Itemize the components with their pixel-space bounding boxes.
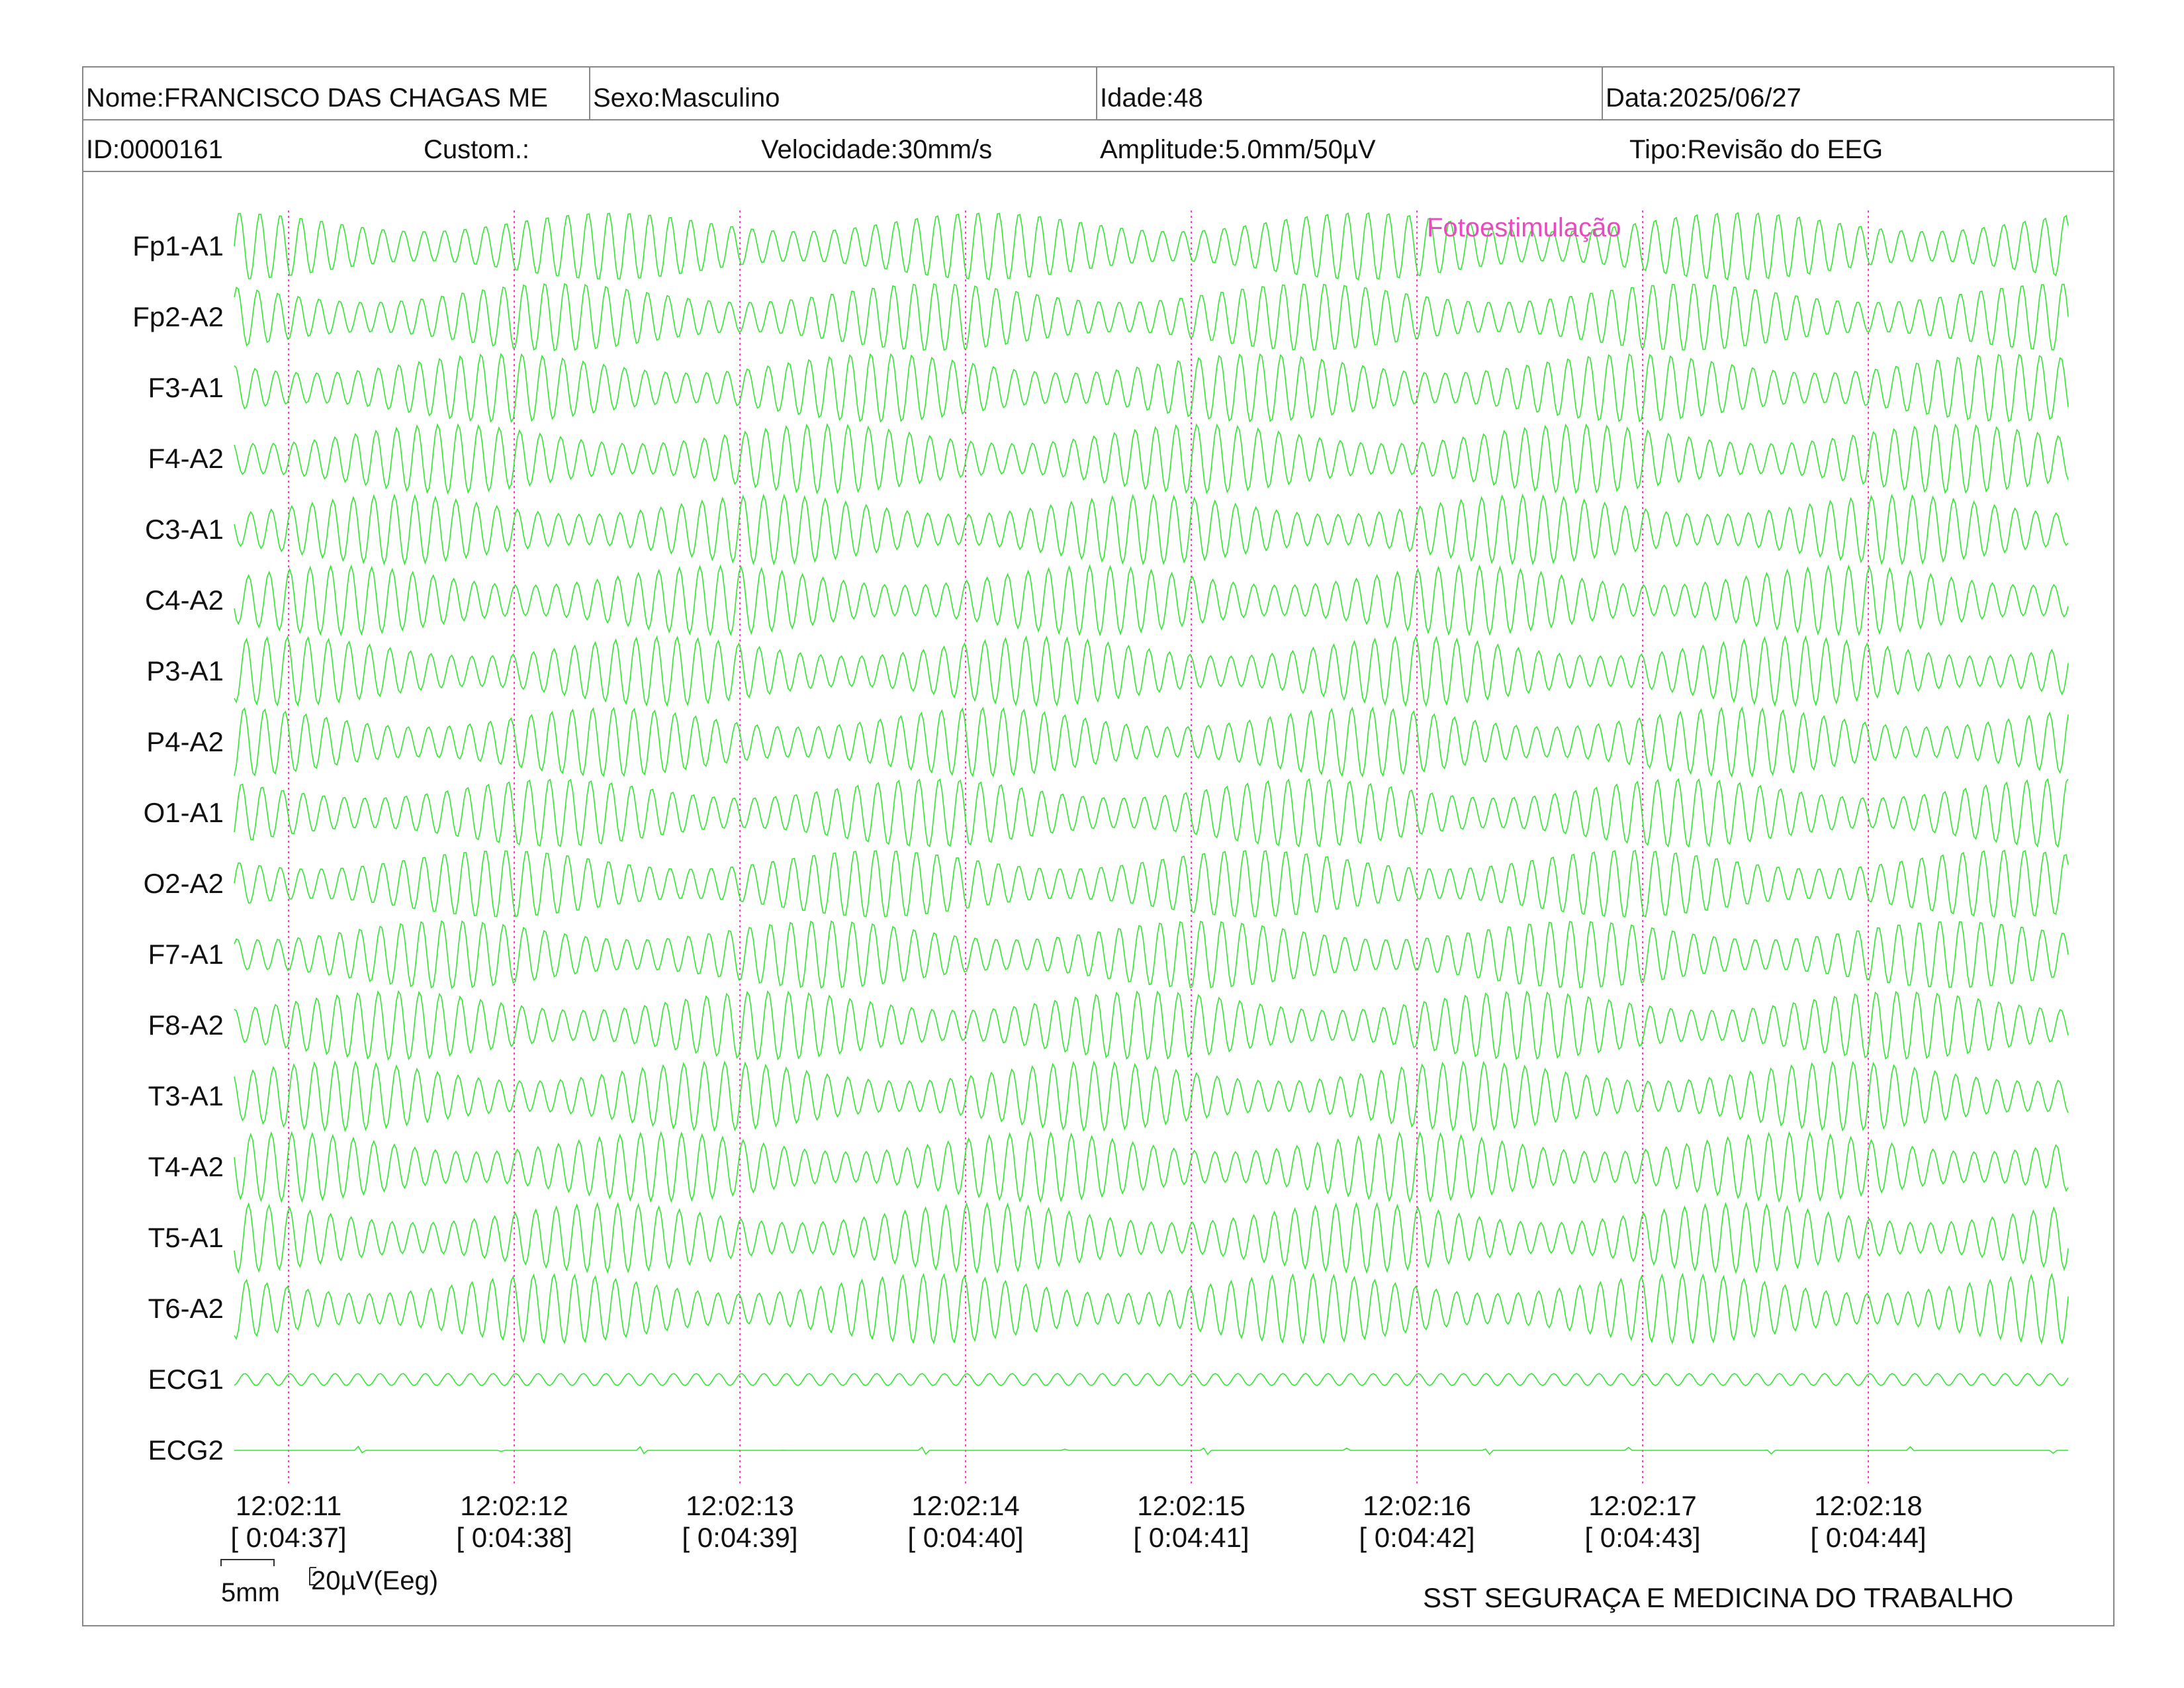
header-divider-2 (82, 171, 2115, 172)
trace-c4-a2 (234, 564, 2069, 637)
amplitude-setting: Amplitude:5.0mm/50µV (1100, 135, 1376, 164)
patient-name: Nome:FRANCISCO DAS CHAGAS ME (86, 83, 548, 113)
time-tick-elapsed: [ 0:04:41] (1133, 1522, 1250, 1553)
trace-ecg1 (234, 1373, 2069, 1386)
scale-length-label: 5mm (221, 1578, 280, 1607)
time-tick-clock: 12:02:11 (235, 1490, 342, 1521)
trace-p3-a1 (234, 635, 2069, 708)
time-tick-clock: 12:02:18 (1814, 1490, 1923, 1521)
channel-label-f7-a1: F7-A1 (148, 939, 224, 970)
channel-label-fp2-a2: Fp2-A2 (132, 301, 224, 332)
trace-f8-a2 (234, 990, 2069, 1061)
scale-amplitude-label: 20µV(Eeg) (311, 1566, 439, 1595)
time-tick-elapsed: [ 0:04:39] (682, 1522, 798, 1553)
time-tick-elapsed: [ 0:04:44] (1810, 1522, 1927, 1553)
channel-label-p4-a2: P4-A2 (146, 726, 224, 757)
time-tick-clock: 12:02:14 (911, 1490, 1020, 1521)
time-tick-elapsed: [ 0:04:38] (456, 1522, 572, 1553)
header-divider-1 (82, 119, 2115, 120)
time-tick-clock: 12:02:13 (686, 1490, 794, 1521)
channel-label-c4-a2: C4-A2 (144, 585, 224, 616)
channel-label-fp1-a1: Fp1-A1 (132, 230, 224, 261)
exam-type: Tipo:Revisão do EEG (1629, 135, 1884, 164)
trace-f7-a1 (234, 920, 2069, 989)
channel-label-f8-a2: F8-A2 (148, 1009, 224, 1041)
header-col-1 (589, 66, 590, 119)
trace-t5-a1 (234, 1201, 2069, 1274)
time-tick-clock: 12:02:15 (1137, 1490, 1246, 1521)
trace-fp2-a2 (234, 283, 2069, 352)
trace-t6-a2 (234, 1272, 2069, 1345)
patient-age: Idade:48 (1100, 83, 1203, 113)
scale-bar-icon (220, 1559, 316, 1585)
exam-date: Data:2025/06/27 (1606, 83, 1801, 113)
time-tick-clock: 12:02:17 (1588, 1490, 1697, 1521)
trace-f3-a1 (234, 352, 2069, 423)
trace-f4-a2 (234, 423, 2069, 495)
time-tick-elapsed: [ 0:04:37] (230, 1522, 347, 1553)
channel-label-ecg2: ECG2 (148, 1434, 224, 1466)
channel-label-t6-a2: T6-A2 (148, 1293, 224, 1324)
speed-setting: Velocidade:30mm/s (761, 135, 993, 164)
trace-t4-a2 (234, 1131, 2069, 1203)
time-tick-clock: 12:02:12 (460, 1490, 569, 1521)
custom-field: Custom.: (424, 135, 530, 164)
report-frame (82, 66, 2115, 1626)
channel-label-o2-a2: O2-A2 (143, 868, 224, 899)
trace-c3-a1 (234, 493, 2069, 566)
channel-label-t3-a1: T3-A1 (148, 1080, 224, 1111)
trace-o1-a1 (234, 778, 2069, 849)
header-col-3 (1602, 66, 1603, 119)
trace-p4-a2 (234, 706, 2069, 778)
trace-ecg2 (234, 1445, 2068, 1456)
channel-label-t5-a1: T5-A1 (148, 1222, 224, 1253)
channel-label-f3-a1: F3-A1 (148, 372, 224, 403)
channel-label-p3-a1: P3-A1 (146, 655, 224, 686)
channel-label-o1-a1: O1-A1 (143, 797, 224, 828)
photostimulation-marker: Fotoestimulação (1427, 213, 1621, 242)
time-tick-elapsed: [ 0:04:43] (1584, 1522, 1701, 1553)
patient-sex: Sexo:Masculino (593, 83, 780, 113)
time-tick-elapsed: [ 0:04:42] (1359, 1522, 1475, 1553)
time-tick-elapsed: [ 0:04:40] (907, 1522, 1024, 1553)
channel-label-t4-a2: T4-A2 (148, 1151, 224, 1182)
channel-label-f4-a2: F4-A2 (148, 443, 224, 474)
trace-t3-a1 (234, 1060, 2069, 1133)
channel-label-ecg1: ECG1 (148, 1364, 224, 1395)
trace-o2-a2 (234, 849, 2069, 918)
patient-id: ID:0000161 (86, 135, 223, 164)
header-col-2 (1096, 66, 1097, 119)
trace-fp1-a1 (234, 212, 2069, 281)
channel-label-c3-a1: C3-A1 (144, 514, 224, 545)
time-tick-clock: 12:02:16 (1363, 1490, 1471, 1521)
footer-company: SST SEGURAÇA E MEDICINA DO TRABALHO (1423, 1582, 2014, 1613)
